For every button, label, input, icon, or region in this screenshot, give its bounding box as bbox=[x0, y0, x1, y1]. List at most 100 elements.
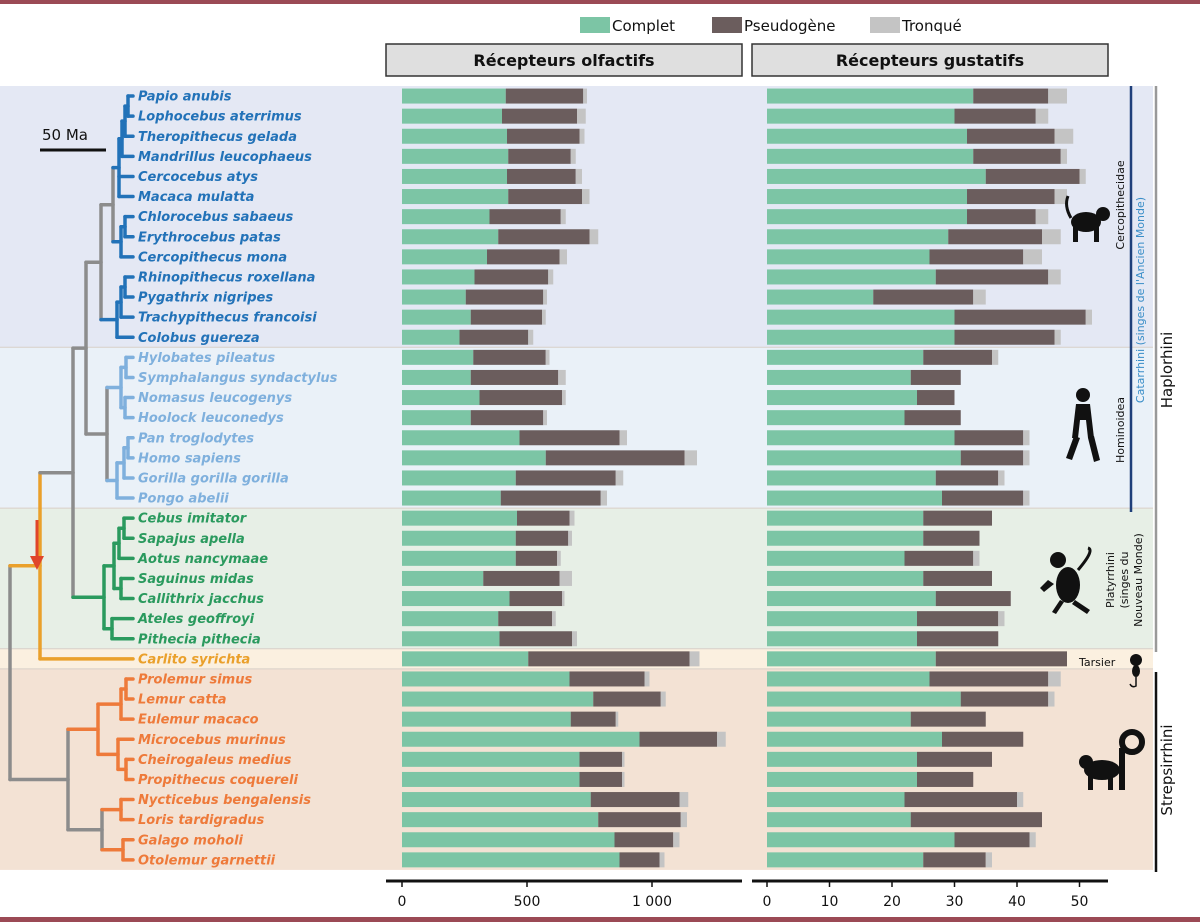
olfactory-bar-complete bbox=[402, 168, 507, 184]
gustatory-bar-truncated bbox=[1035, 108, 1049, 124]
species-label: Trachypithecus francoisi bbox=[138, 311, 317, 326]
gustatory-bars bbox=[767, 88, 1092, 868]
label-platyrrhini-1: Platyrrhini bbox=[1104, 552, 1117, 608]
olfactory-bar-truncated bbox=[622, 751, 625, 767]
lemur-silhouette-icon bbox=[1079, 729, 1145, 790]
gustatory-bar-complete bbox=[767, 390, 917, 406]
olfactory-bar-complete bbox=[402, 570, 484, 586]
gustatory-bar-complete bbox=[767, 88, 974, 104]
species-label: Pygathrix nigripes bbox=[138, 291, 273, 306]
olfactory-bar-complete bbox=[402, 651, 529, 667]
olfactory-bar-complete bbox=[402, 450, 546, 466]
species-label: Symphalangus syndactylus bbox=[138, 371, 338, 386]
gustatory-bar-pseudogene bbox=[910, 711, 986, 727]
gustatory-bar-pseudogene bbox=[929, 671, 1049, 687]
gustatory-bar-pseudogene bbox=[967, 128, 1055, 144]
species-label: Eulemur macaco bbox=[138, 713, 259, 728]
species-label: Nomasus leucogenys bbox=[138, 391, 292, 406]
olfactory-bar-truncated bbox=[582, 189, 590, 205]
gustatory-bar-pseudogene bbox=[910, 369, 961, 385]
gustatory-bar-complete bbox=[767, 209, 967, 225]
olfactory-bar-pseudogene bbox=[579, 751, 622, 767]
olfactory-bar-truncated bbox=[600, 490, 607, 506]
olfactory-bar-truncated bbox=[619, 430, 627, 446]
axes: 0 500 1 000 0 10 20 30 40 50 bbox=[386, 879, 1108, 910]
gustatory-bar-complete bbox=[767, 329, 955, 345]
gustatory-bar-pseudogene bbox=[935, 591, 1011, 607]
gustatory-bar-complete bbox=[767, 490, 942, 506]
label-tarsier: Tarsier bbox=[1078, 656, 1116, 669]
species-label: Lemur catta bbox=[138, 693, 227, 708]
gustatory-bar-complete bbox=[767, 691, 961, 707]
gustatory-bar-pseudogene bbox=[929, 249, 1024, 265]
olfactory-bar-pseudogene bbox=[473, 349, 546, 365]
olfactory-bar-truncated bbox=[569, 510, 575, 526]
gustatory-bar-pseudogene bbox=[954, 430, 1024, 446]
legend-swatch-pseudogene bbox=[712, 17, 742, 33]
gustatory-bar-complete bbox=[767, 168, 986, 184]
species-label: Erythrocebus patas bbox=[138, 230, 281, 245]
olfactory-bar-pseudogene bbox=[519, 430, 620, 446]
gustatory-bar-pseudogene bbox=[910, 812, 1042, 828]
olfactory-bar-truncated bbox=[545, 349, 550, 365]
species-label: Carlito syrichta bbox=[138, 652, 250, 667]
species-label: Pan troglodytes bbox=[138, 431, 254, 446]
olfactory-bar-complete bbox=[402, 671, 570, 687]
olfactory-bar-truncated bbox=[689, 651, 700, 667]
olfactory-bar-pseudogene bbox=[470, 369, 559, 385]
olfactory-bar-complete bbox=[402, 510, 517, 526]
olfactory-bar-truncated bbox=[548, 269, 554, 285]
species-label: Propithecus coquereli bbox=[138, 773, 298, 788]
gustatory-bar-pseudogene bbox=[917, 751, 992, 767]
label-catarrhini: Catarrhini (singes de l'Ancien Monde) bbox=[1134, 197, 1147, 403]
panel-header-olfactory: Récepteurs olfactifs bbox=[385, 43, 743, 77]
olfactory-bar-truncated bbox=[570, 148, 576, 164]
gustatory-bar-pseudogene bbox=[954, 108, 1036, 124]
olfactory-bar-complete bbox=[402, 530, 516, 546]
gustatory-bar-truncated bbox=[1060, 148, 1067, 164]
label-haplorhini: Haplorhini bbox=[1158, 332, 1176, 409]
species-label: Pithecia pithecia bbox=[138, 632, 261, 647]
species-label: Theropithecus gelada bbox=[138, 130, 297, 145]
olfactory-bar-pseudogene bbox=[500, 490, 601, 506]
olfactory-bar-truncated bbox=[543, 289, 547, 305]
species-label: Pongo abelii bbox=[138, 492, 229, 507]
gustatory-bar-truncated bbox=[998, 611, 1005, 627]
gustatory-bar-pseudogene bbox=[954, 309, 1086, 325]
species-labels: Papio anubis Lophocebus aterrimus Theropit… bbox=[137, 90, 338, 869]
gustatory-bar-truncated bbox=[1023, 430, 1030, 446]
olfactory-bar-pseudogene bbox=[465, 289, 544, 305]
gustatory-bar-pseudogene bbox=[904, 550, 974, 566]
olfactory-bar-pseudogene bbox=[474, 269, 549, 285]
legend-swatch-complete bbox=[580, 17, 610, 33]
olfactory-bar-complete bbox=[402, 390, 480, 406]
olfactory-bar-truncated bbox=[679, 792, 689, 808]
human-silhouette-icon bbox=[1066, 388, 1100, 462]
gustatory-bar-complete bbox=[767, 470, 936, 486]
gustatory-bar-pseudogene bbox=[954, 832, 1030, 848]
gustatory-bar-pseudogene bbox=[973, 148, 1061, 164]
olfactory-bar-truncated bbox=[559, 249, 567, 265]
olfactory-bar-pseudogene bbox=[545, 450, 685, 466]
label-platyrrhini-3: Nouveau Monde) bbox=[1132, 533, 1145, 627]
gustatory-bar-pseudogene bbox=[923, 570, 992, 586]
species-label: Sapajus apella bbox=[138, 532, 245, 547]
gustatory-bar-pseudogene bbox=[923, 349, 992, 365]
olfactory-bar-pseudogene bbox=[499, 631, 572, 647]
olfactory-bar-truncated bbox=[659, 852, 665, 868]
gustatory-bar-truncated bbox=[1035, 209, 1049, 225]
olfactory-bar-pseudogene bbox=[470, 410, 544, 426]
gustatory-bar-complete bbox=[767, 309, 955, 325]
gustatory-bar-complete bbox=[767, 510, 924, 526]
gustatory-bar-complete bbox=[767, 731, 942, 747]
olfactory-bars bbox=[402, 88, 726, 868]
gustatory-bar-pseudogene bbox=[942, 731, 1024, 747]
gustatory-bar-pseudogene bbox=[973, 88, 1049, 104]
gustatory-bar-complete bbox=[767, 108, 955, 124]
gustatory-bar-complete bbox=[767, 651, 936, 667]
gustatory-bar-pseudogene bbox=[923, 530, 980, 546]
gustatory-x-tick-label: 0 bbox=[763, 894, 772, 910]
gustatory-bar-pseudogene bbox=[935, 651, 1067, 667]
olfactory-bar-truncated bbox=[542, 309, 546, 325]
